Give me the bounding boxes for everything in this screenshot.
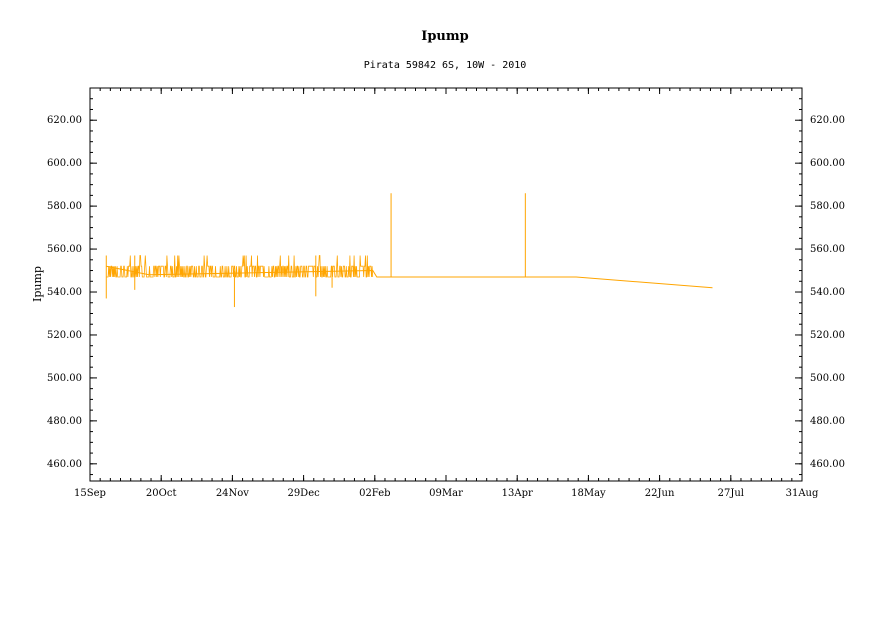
y-tick-label-left: 480.00 (47, 416, 82, 427)
y-axis-label: Ipump (31, 266, 44, 302)
x-tick-label: 02Feb (359, 488, 390, 499)
y-tick-label-left: 600.00 (47, 158, 82, 169)
ipump-series (105, 193, 713, 308)
y-tick-label-left: 500.00 (47, 373, 82, 384)
chart-subtitle: Pirata 59842 6S, 10W - 2010 (364, 60, 527, 71)
x-tick-label: 22Jun (645, 488, 675, 499)
y-tick-label-right: 500.00 (810, 373, 845, 384)
y-tick-label-left: 580.00 (47, 201, 82, 212)
y-tick-label-right: 480.00 (810, 416, 845, 427)
y-tick-label-right: 620.00 (810, 115, 845, 126)
x-tick-label: 24Nov (216, 488, 249, 499)
x-tick-label: 29Dec (287, 488, 320, 499)
y-tick-labels-right: 460.00 480.00 500.00 520.00 540.00 560.00 580.… (810, 115, 845, 470)
plot-frame (89, 87, 803, 482)
y-tick-label-right: 520.00 (810, 330, 845, 341)
y-tick-label-left: 540.00 (47, 287, 82, 298)
x-tick-label: 09Mar (429, 488, 463, 499)
x-tick-labels: 15Sep 20Oct 24Nov 29Dec 02Feb 09Mar 13Apr 18May… (74, 488, 819, 499)
x-tick-label: 18May (571, 488, 606, 499)
minor-ticks (89, 88, 803, 481)
x-tick-label: 15Sep (74, 488, 106, 499)
noise-band (106, 255, 374, 278)
major-ticks (89, 88, 803, 481)
x-tick-label: 27Jul (718, 488, 744, 499)
y-tick-label-left: 460.00 (47, 459, 82, 470)
x-tick-label: 13Apr (502, 488, 533, 499)
x-tick-label: 20Oct (146, 488, 177, 499)
y-tick-label-right: 600.00 (810, 158, 845, 169)
y-tick-labels-left: 460.00 480.00 500.00 520.00 540.00 560.00 580.… (47, 115, 82, 470)
y-tick-label-left: 520.00 (47, 330, 82, 341)
series-line (106, 265, 713, 289)
chart-title: Ipump (421, 29, 468, 44)
x-tick-label: 31Aug (786, 488, 819, 499)
y-tick-label-right: 580.00 (810, 201, 845, 212)
y-tick-label-left: 620.00 (47, 115, 82, 126)
y-tick-label-right: 540.00 (810, 287, 845, 298)
y-tick-label-right: 460.00 (810, 459, 845, 470)
y-tick-label-left: 560.00 (47, 244, 82, 255)
y-tick-label-right: 560.00 (810, 244, 845, 255)
